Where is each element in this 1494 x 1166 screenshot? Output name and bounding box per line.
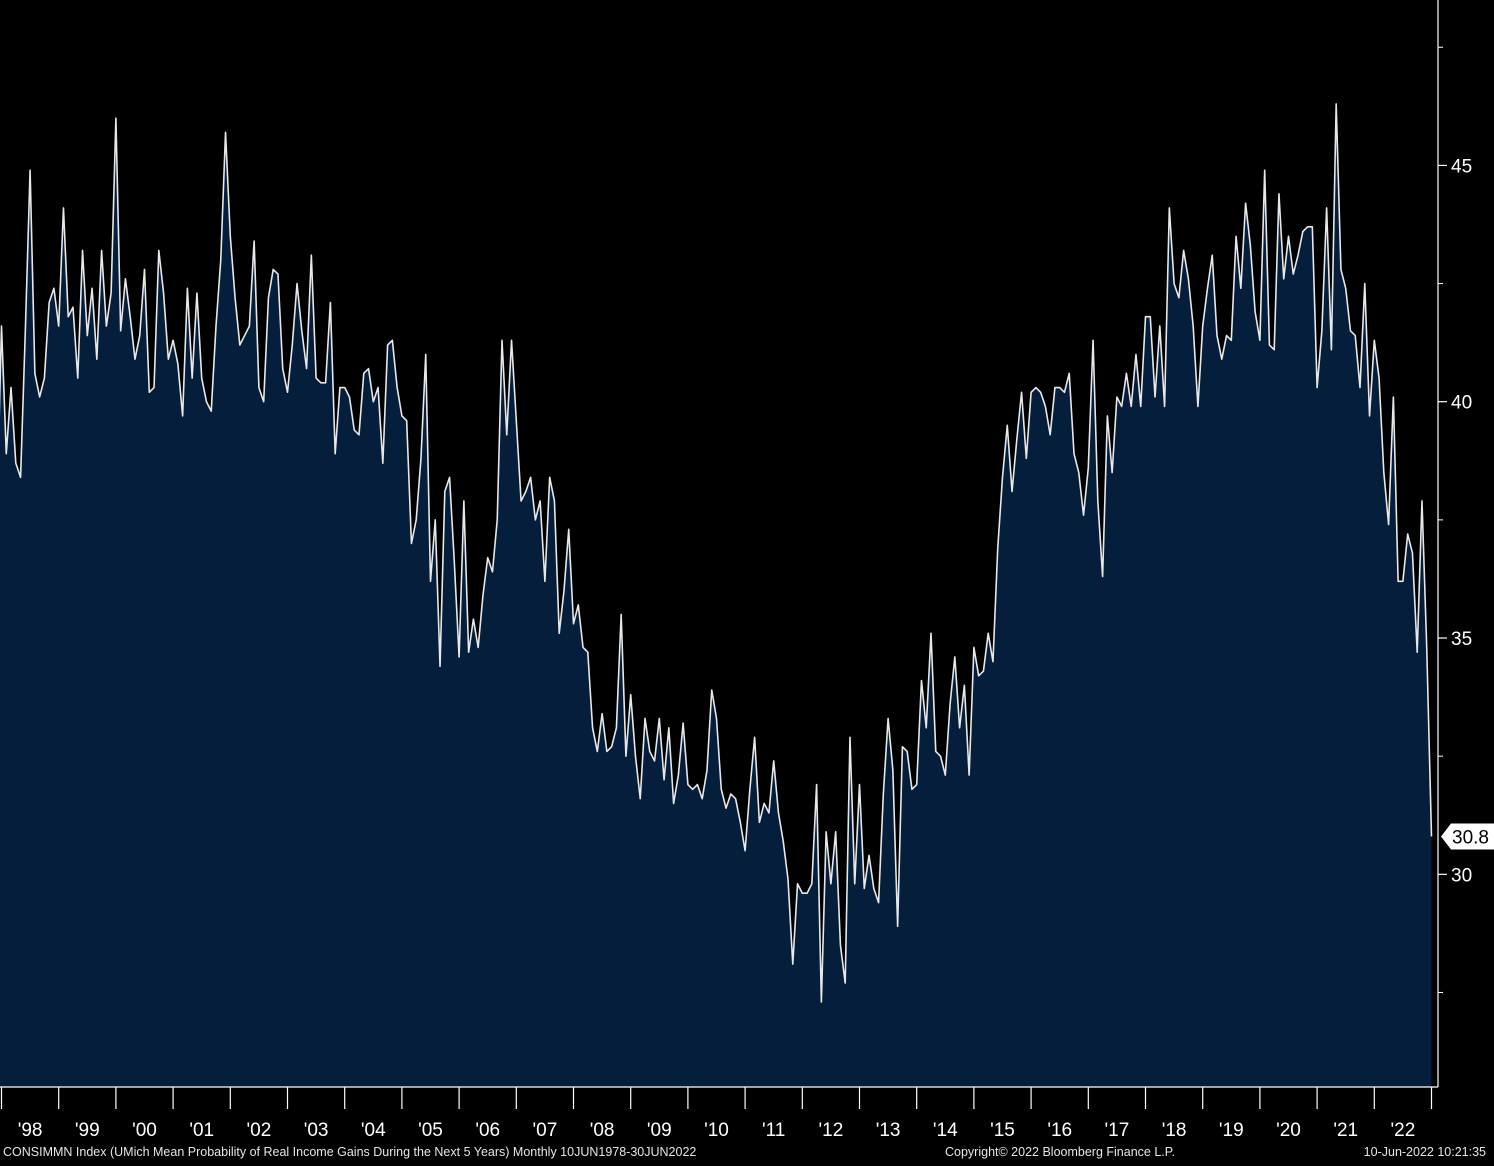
x-tick-label: '03 bbox=[304, 1120, 329, 1141]
x-tick-label: '17 bbox=[1105, 1120, 1130, 1141]
x-tick-label: '02 bbox=[247, 1120, 272, 1141]
x-tick-label: '07 bbox=[533, 1120, 558, 1141]
x-tick-label: '22 bbox=[1391, 1120, 1416, 1141]
x-tick-label: '20 bbox=[1276, 1120, 1301, 1141]
last-value-marker: 30.8 bbox=[1441, 823, 1494, 850]
x-tick-label: '99 bbox=[75, 1120, 100, 1141]
x-tick-label: '13 bbox=[876, 1120, 901, 1141]
x-tick-label: '11 bbox=[762, 1120, 785, 1141]
x-tick-label: '06 bbox=[475, 1120, 500, 1141]
x-tick-label: '18 bbox=[1162, 1120, 1187, 1141]
y-tick-label: 40 bbox=[1451, 393, 1472, 414]
x-tick-label: '00 bbox=[132, 1120, 157, 1141]
plot-area bbox=[0, 103, 1433, 1087]
footer-description: CONSIMMN Index (UMich Mean Probability o… bbox=[3, 1145, 697, 1159]
series-line bbox=[0, 103, 1433, 1003]
x-tick-label: '14 bbox=[933, 1120, 958, 1141]
x-tick-label: '09 bbox=[647, 1120, 672, 1141]
x-tick-label: '15 bbox=[990, 1120, 1015, 1141]
x-tick-label: '08 bbox=[590, 1120, 615, 1141]
y-axis-ticks: 30 35 40 45 bbox=[1438, 46, 1472, 993]
y-tick-label: 35 bbox=[1451, 629, 1472, 650]
footer-timestamp: 10-Jun-2022 10:21:35 bbox=[1363, 1145, 1486, 1159]
x-axis-ticks: '98 '99 '00 '01 '02 '03 '04 '05 '06 '07 '08 '09 '10 '… bbox=[0, 1087, 1433, 1141]
x-tick-label: '10 bbox=[704, 1120, 729, 1141]
x-tick-label: '01 bbox=[189, 1120, 214, 1141]
last-value-tag bbox=[1441, 823, 1494, 850]
x-tick-label: '04 bbox=[361, 1120, 386, 1141]
x-tick-label: '05 bbox=[418, 1120, 443, 1141]
series-area-fill bbox=[0, 103, 1432, 1087]
x-tick-label: '21 bbox=[1333, 1120, 1358, 1141]
x-tick-label: '98 bbox=[18, 1120, 43, 1141]
footer-copyright: Copyright© 2022 Bloomberg Finance L.P. bbox=[945, 1145, 1175, 1159]
x-tick-label: '16 bbox=[1047, 1120, 1072, 1141]
y-tick-label: 45 bbox=[1451, 156, 1472, 177]
x-tick-label: '19 bbox=[1219, 1120, 1244, 1141]
y-tick-label: 30 bbox=[1451, 865, 1472, 886]
x-tick-label: '12 bbox=[819, 1120, 844, 1141]
last-value-label: 30.8 bbox=[1452, 828, 1489, 849]
